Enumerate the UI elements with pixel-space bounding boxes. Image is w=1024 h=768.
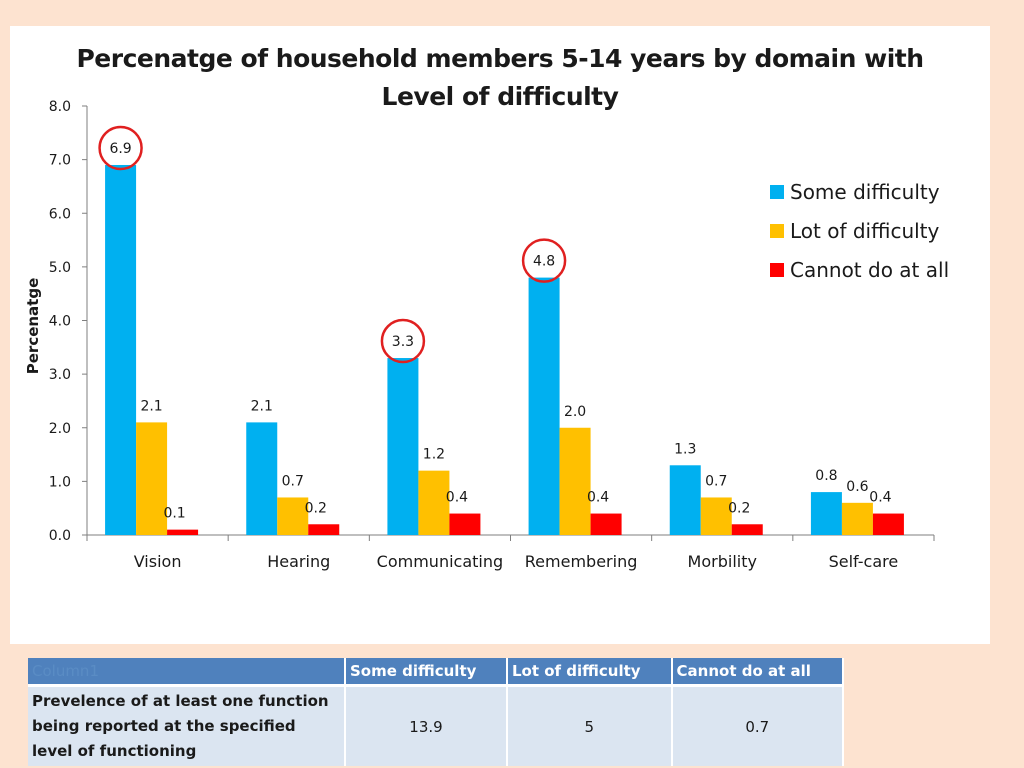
data-label: 0.4 (587, 490, 609, 506)
chart-legend: Some difficulty Lot of difficulty Cannot… (770, 172, 949, 289)
table-header-lot-of-difficulty: Lot of difficulty (506, 658, 673, 687)
bar-cannot-do-at-all-hearing (308, 524, 340, 535)
y-tick-label: 6.0 (49, 206, 71, 222)
bar-lot-of-difficulty-vision (136, 422, 168, 535)
bar-some-difficulty-hearing (246, 422, 278, 535)
bar-cannot-do-at-all-communicating (449, 513, 481, 535)
y-tick-label: 3.0 (49, 367, 71, 383)
data-label: 4.8 (533, 254, 555, 270)
chart-title: Percenatge of household members 5-14 yea… (50, 40, 950, 116)
bar-cannot-do-at-all-morbility (731, 524, 763, 535)
data-label: 1.2 (423, 447, 445, 463)
x-tick-label: Morbility (688, 552, 757, 571)
y-tick-label: 1.0 (49, 474, 71, 490)
data-label: 0.2 (728, 500, 750, 516)
chart-axes: 0.0 1.0 2.0 3.0 4.0 5.0 6.0 7.0 8.0 Vision Hearing… (49, 99, 935, 571)
data-label: 2.1 (140, 398, 162, 414)
bar-some-difficulty-morbility (669, 465, 701, 535)
x-tick-label: Self-care (829, 552, 899, 571)
legend-swatch-lot-of-difficulty (770, 223, 784, 238)
legend-swatch-some-difficulty (770, 184, 784, 199)
y-tick-label: 5.0 (49, 260, 71, 276)
bar-some-difficulty-self-care (810, 492, 842, 535)
y-tick-label: 4.0 (49, 314, 71, 330)
data-label: 0.1 (163, 506, 185, 522)
bar-lot-of-difficulty-hearing (277, 497, 309, 535)
data-label: 6.9 (109, 141, 131, 157)
chart-panel: Percenatge of household members 5-14 yea… (10, 26, 990, 644)
data-label: 0.4 (869, 490, 891, 506)
table-header-cannot-do-at-all: Cannot do at all (671, 658, 845, 687)
highlight-circle (380, 318, 426, 364)
highlight-circle (98, 125, 143, 171)
data-label: 0.6 (846, 479, 868, 495)
chart-highlight-circles (98, 125, 567, 364)
bar-cannot-do-at-all-vision (167, 529, 199, 535)
legend-swatch-cannot-do-at-all (770, 262, 784, 277)
data-label: 0.7 (705, 473, 727, 489)
legend-label: Lot of difficulty (790, 218, 940, 243)
y-tick-label: 2.0 (49, 421, 71, 437)
chart-data-labels: 6.92.10.12.10.70.23.31.20.44.82.00.41.30… (109, 141, 891, 522)
table-corner-header: Column1 (28, 658, 346, 687)
legend-item-cannot-do-at-all: Cannot do at all (770, 250, 949, 289)
data-label: 0.2 (305, 500, 327, 516)
legend-item-some-difficulty: Some difficulty (770, 172, 949, 211)
bar-some-difficulty-communicating (387, 358, 419, 535)
data-label: 1.3 (674, 441, 696, 457)
bar-some-difficulty-remembering (528, 277, 560, 535)
y-tick-label: 7.0 (49, 153, 71, 169)
y-tick-label: 0.0 (49, 528, 71, 544)
data-label: 0.7 (282, 473, 304, 489)
bar-lot-of-difficulty-remembering (559, 427, 591, 535)
y-axis-label: Percenatge (24, 278, 42, 375)
data-label: 3.3 (392, 334, 414, 350)
x-tick-label: Remembering (525, 552, 638, 571)
table-header-row: Column1 Some difficulty Lot of difficult… (28, 658, 845, 687)
bar-lot-of-difficulty-self-care (841, 502, 873, 535)
data-label: 2.0 (564, 404, 586, 420)
bar-lot-of-difficulty-communicating (418, 470, 450, 535)
data-label: 2.1 (251, 398, 273, 414)
summary-table-container: Column1 Some difficulty Lot of difficult… (28, 658, 845, 766)
chart-bars (105, 164, 904, 536)
table-cell-lot-of-difficulty: 5 (506, 685, 673, 766)
x-tick-label: Communicating (377, 552, 503, 571)
legend-label: Cannot do at all (790, 257, 950, 282)
chart-title-line-2: Level of difficulty (381, 82, 619, 111)
highlight-circle (521, 238, 567, 283)
x-tick-label: Hearing (267, 552, 330, 571)
bar-chart: 0.0 1.0 2.0 3.0 4.0 5.0 6.0 7.0 8.0 Vision Hearing… (24, 99, 935, 571)
table-cell-cannot-do-at-all: 0.7 (671, 685, 845, 766)
chart-title-line-1: Percenatge of household members 5-14 yea… (76, 44, 924, 73)
table-header-some-difficulty: Some difficulty (345, 658, 508, 687)
table-row: Prevelence of at least one function bein… (28, 685, 845, 766)
data-label: 0.4 (446, 490, 468, 506)
bar-some-difficulty-vision (105, 164, 137, 536)
summary-table: Column1 Some difficulty Lot of difficult… (28, 658, 845, 766)
legend-item-lot-of-difficulty: Lot of difficulty (770, 211, 949, 250)
bar-lot-of-difficulty-morbility (700, 497, 732, 535)
legend-label: Some difficulty (790, 179, 940, 204)
table-row-label: Prevelence of at least one function bein… (28, 685, 346, 766)
table-cell-some-difficulty: 13.9 (345, 685, 508, 766)
bar-cannot-do-at-all-self-care (872, 513, 904, 535)
data-label: 0.8 (815, 468, 837, 484)
x-tick-label: Vision (134, 552, 182, 571)
y-tick-label: 8.0 (49, 99, 71, 115)
bar-cannot-do-at-all-remembering (590, 513, 622, 535)
